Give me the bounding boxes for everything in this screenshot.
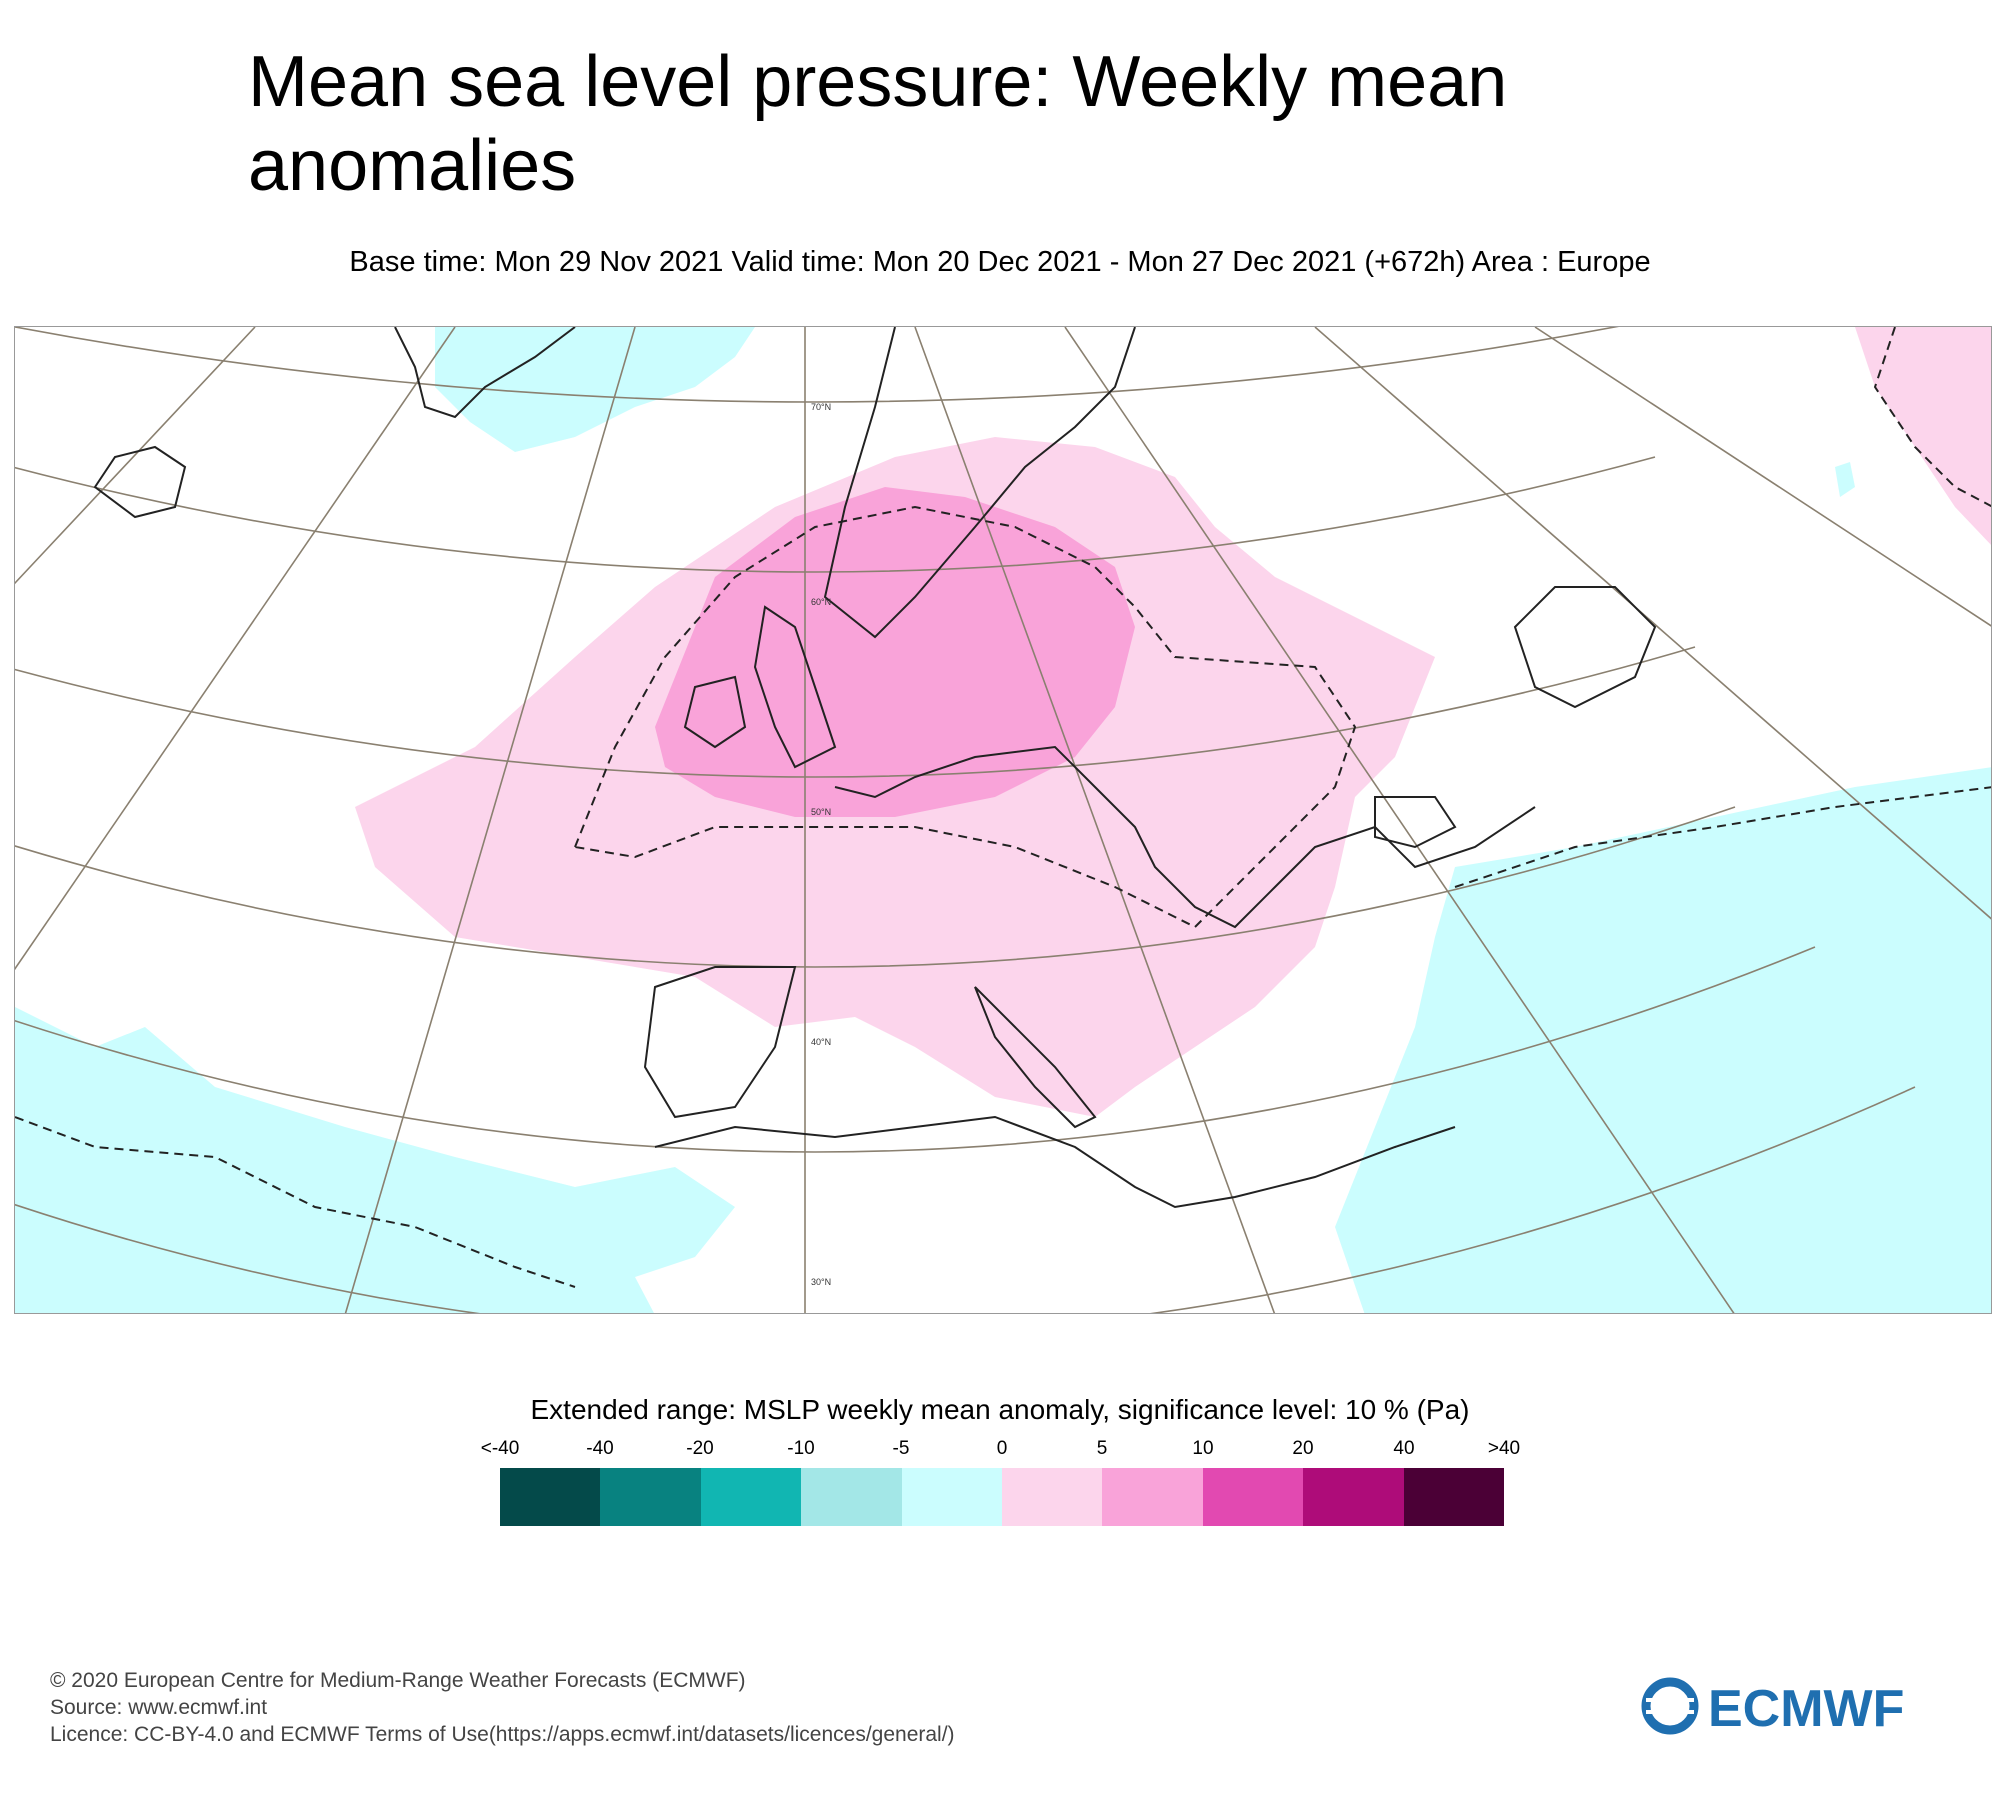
coast-europe-mainland <box>834 745 1536 929</box>
chart-title: Mean sea level pressure: Weekly mean ano… <box>248 42 1508 206</box>
colorbar-segment <box>901 1468 1003 1526</box>
negative-anomaly-regions <box>15 327 1991 1313</box>
ecmwf-logo-mark <box>1641 1677 1699 1735</box>
parallel-20n <box>15 1086 1916 1313</box>
parallel-60n <box>15 456 1656 573</box>
coast-scandinavia <box>823 327 1136 639</box>
significance-contours <box>15 327 1991 1288</box>
meridian-20w <box>15 327 456 971</box>
tick-label: 20 <box>1292 1438 1314 1459</box>
legend-title: Extended range: MSLP weekly mean anomaly… <box>530 1394 1470 1425</box>
colorbar-segment <box>1202 1468 1304 1526</box>
tick-label: -20 <box>686 1438 714 1459</box>
coast-ireland <box>683 675 747 749</box>
tick-label: <-40 <box>480 1438 520 1459</box>
tick-label: 10 <box>1192 1438 1214 1459</box>
tick-label: 40 <box>1393 1438 1415 1459</box>
meridian-30w <box>15 327 256 585</box>
coast-iceland <box>93 445 187 519</box>
tick-label: -5 <box>892 1438 910 1459</box>
graticule <box>15 327 1991 1313</box>
coast-italy <box>974 986 1097 1129</box>
positive-region-strong <box>655 487 1135 817</box>
negative-region-arctic <box>435 327 755 452</box>
positive-region-northeast <box>1855 327 1991 545</box>
map-canvas: 70°N 60°N 50°N 40°N 30°N <box>15 327 1991 1313</box>
significance-contour-atlantic <box>15 1116 576 1288</box>
coastlines <box>93 327 1657 1209</box>
parallel-30n <box>15 946 1816 1153</box>
copyright-text: © 2020 European Centre for Medium-Range … <box>50 1669 746 1692</box>
meridian-40e <box>1534 327 1991 627</box>
lat-label-40n: 40°N <box>811 1037 831 1047</box>
coast-caspian <box>1513 586 1657 709</box>
colorbar-ticks: <-40 -40 -20 -10 -5 0 5 10 20 40 >40 <box>0 1438 2000 1462</box>
source-text: Source: www.ecmwf.int <box>50 1696 268 1719</box>
tick-label: >40 <box>1487 1438 1521 1459</box>
coast-britain <box>753 605 837 769</box>
tick-label: 0 <box>996 1438 1008 1459</box>
tick-label: -10 <box>787 1438 815 1459</box>
coast-black-sea <box>1374 796 1457 849</box>
tick-label: -40 <box>586 1438 614 1459</box>
lat-label-60n: 60°N <box>811 597 831 607</box>
meridian-20e <box>1064 327 1735 1313</box>
significance-contour-east <box>1454 786 1991 888</box>
ecmwf-logo-text: ECMWF <box>1708 1680 1904 1736</box>
licence-text: Licence: CC-BY-4.0 and ECMWF Terms of Us… <box>50 1723 955 1746</box>
ecmwf-logo[interactable]: ECMWF <box>1640 1676 1960 1736</box>
lat-label-30n: 30°N <box>811 1277 831 1287</box>
parallel-70n <box>15 327 1619 403</box>
negative-region-small <box>1835 462 1855 497</box>
colorbar-segment <box>600 1468 701 1526</box>
colorbar-segment <box>1303 1468 1404 1526</box>
colorbar-segment <box>1002 1468 1103 1526</box>
coast-north-africa <box>654 1115 1456 1209</box>
meridian-10e <box>914 327 1276 1313</box>
anomaly-map[interactable]: 70°N 60°N 50°N 40°N 30°N <box>14 326 1992 1314</box>
significance-contour-northeast <box>1873 327 1991 508</box>
tick-label: 5 <box>1096 1438 1108 1459</box>
coast-iberia <box>643 966 797 1119</box>
significance-contour-positive <box>573 505 1357 929</box>
colorbar-segment <box>700 1468 802 1526</box>
parallel-50n <box>15 646 1696 778</box>
meridian-30e <box>1314 327 1991 920</box>
colorbar-segment <box>801 1468 902 1526</box>
footer: © 2020 European Centre for Medium-Range … <box>50 1667 955 1748</box>
colorbar <box>500 1468 1505 1526</box>
colorbar-segment <box>1403 1468 1505 1526</box>
negative-region-atlantic <box>15 1007 735 1313</box>
chart-subtitle: Base time: Mon 29 Nov 2021 Valid time: M… <box>349 246 1651 278</box>
latitude-labels: 70°N 60°N 50°N 40°N 30°N <box>811 402 831 1287</box>
parallel-40n <box>15 806 1736 968</box>
colorbar-segment <box>1102 1468 1203 1526</box>
lat-label-50n: 50°N <box>811 807 831 817</box>
lat-label-70n: 70°N <box>811 402 831 412</box>
negative-region-east <box>1335 767 1991 1313</box>
coast-greenland <box>394 327 576 419</box>
meridian-10w <box>344 327 636 1313</box>
colorbar-segment <box>500 1468 601 1526</box>
